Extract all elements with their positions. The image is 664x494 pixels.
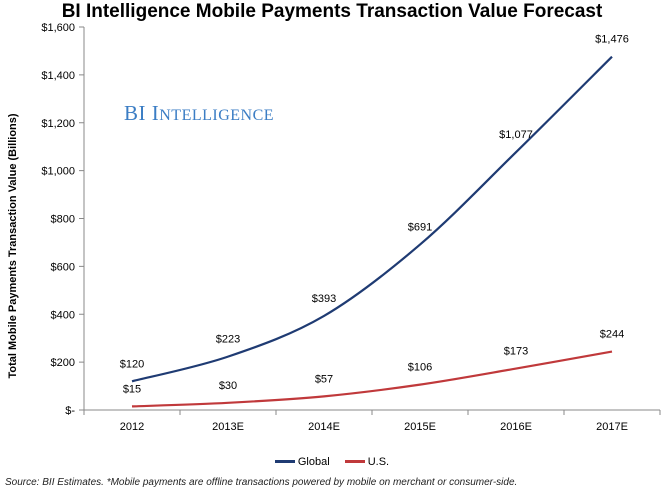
data-labels: $120 $223 $393 $691 $1,077 $1,476 $15 $30 $57 $10… bbox=[120, 34, 629, 396]
y-ticks: $- $200 $400 $600 $800 $1,000 $1,200 $1,400 $1,6… bbox=[41, 22, 84, 417]
series-layer bbox=[131, 55, 613, 408]
data-label-us: $30 bbox=[219, 380, 237, 392]
x-tick-label: 2012 bbox=[120, 421, 144, 433]
legend-item-global: Global bbox=[274, 455, 330, 468]
chart-title: BI Intelligence Mobile Payments Transact… bbox=[61, 1, 603, 22]
series-line-global bbox=[131, 55, 613, 383]
source-note: Source: BII Estimates. *Mobile payments … bbox=[5, 477, 518, 488]
x-ticks: 2012 2013E 2014E 2015E 2016E 2017E bbox=[83, 410, 661, 433]
legend-label-global: Global bbox=[297, 455, 330, 468]
y-axis-label: Total Mobile Payments Transaction Value … bbox=[7, 113, 19, 378]
data-label-us: $173 bbox=[504, 346, 528, 358]
y-tick-label: $1,200 bbox=[41, 118, 75, 130]
data-label-us: $106 bbox=[408, 362, 432, 374]
x-tick-label: 2017E bbox=[596, 421, 628, 433]
legend: Global U.S. bbox=[0, 454, 664, 468]
y-tick-label: $800 bbox=[51, 214, 75, 226]
legend-swatch-us bbox=[344, 460, 365, 463]
y-tick-label: $- bbox=[65, 405, 75, 417]
data-label-global: $120 bbox=[120, 358, 144, 370]
y-tick-label: $200 bbox=[51, 357, 75, 369]
y-tick-label: $400 bbox=[51, 309, 75, 321]
series-line-us bbox=[131, 350, 613, 408]
legend-label-us: U.S. bbox=[367, 455, 390, 468]
data-label-global: $223 bbox=[216, 334, 240, 346]
data-label-global: $1,476 bbox=[595, 34, 629, 46]
legend-swatch-global bbox=[274, 460, 295, 463]
x-tick-label: 2013E bbox=[212, 421, 244, 433]
data-label-global: $1,077 bbox=[499, 129, 533, 141]
data-label-global: $393 bbox=[312, 293, 336, 305]
y-tick-label: $1,600 bbox=[41, 22, 75, 34]
x-tick-label: 2016E bbox=[500, 421, 532, 433]
axes bbox=[83, 27, 660, 411]
y-tick-label: $600 bbox=[51, 261, 75, 273]
legend-item-us: U.S. bbox=[344, 455, 390, 468]
y-tick-label: $1,400 bbox=[41, 70, 75, 82]
data-label-global: $691 bbox=[408, 222, 432, 234]
data-label-us: $57 bbox=[315, 373, 333, 385]
data-label-us: $15 bbox=[123, 383, 141, 395]
x-tick-label: 2015E bbox=[404, 421, 436, 433]
x-tick-label: 2014E bbox=[308, 421, 340, 433]
y-tick-label: $1,000 bbox=[41, 166, 75, 178]
bi-intelligence-logo: BI INTELLIGENCE bbox=[124, 101, 275, 125]
data-label-us: $244 bbox=[600, 329, 624, 341]
